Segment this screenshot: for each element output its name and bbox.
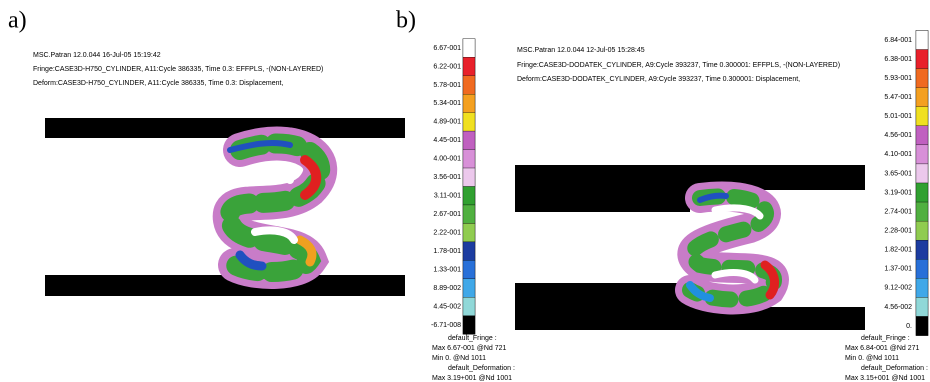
footer-line: default_Fringe : [861, 335, 910, 342]
legend-swatch [463, 316, 475, 334]
legend-label: 1.82-001 [884, 247, 912, 254]
legend-label: 6.38-001 [884, 56, 912, 63]
header-line: Deform:CASE3D-DODATEK_CYLINDER, A9:Cycle… [517, 76, 800, 83]
legend-label: 5.78-001 [433, 82, 461, 89]
legend-swatch [463, 168, 475, 186]
legend-label: 4.56-001 [884, 132, 912, 139]
legend-swatch [916, 183, 928, 202]
legend-label: 3.19-001 [884, 189, 912, 196]
footer-line: default_Deformation : [448, 365, 515, 372]
legend-label: 4.10-001 [884, 151, 912, 158]
legend-swatch [463, 260, 475, 278]
legend-swatch [463, 57, 475, 75]
legend-label: 5.93-001 [884, 75, 912, 82]
header-line: MSC.Patran 12.0.044 16-Jul-05 15:19:42 [33, 52, 161, 59]
legend-label: 5.34-001 [433, 100, 461, 107]
header-line: Fringe:CASE3D-DODATEK_CYLINDER, A9:Cycle… [517, 62, 840, 69]
legend-swatch [916, 202, 928, 221]
legend-label: 5.01-001 [884, 113, 912, 120]
footer-line: Max 6.67-001 @Nd 721 [432, 345, 507, 352]
footer-line: Max 3.15+001 @Nd 1001 [845, 375, 925, 382]
legend-label: 4.56-002 [884, 304, 912, 311]
footer-line: default_Fringe : [448, 335, 497, 342]
legend-swatch [463, 76, 475, 94]
legend-label: 2.28-001 [884, 228, 912, 235]
legend-label: 3.11-001 [434, 193, 461, 200]
legend-label: 2.74-001 [884, 208, 912, 215]
footer-line: default_Deformation : [861, 365, 928, 372]
legend-label: 4.00-001 [433, 156, 461, 163]
legend-label: 2.22-001 [433, 230, 461, 237]
plate [45, 118, 405, 138]
legend-swatch [916, 221, 928, 240]
legend-label: 3.65-001 [884, 170, 912, 177]
legend-swatch [463, 242, 475, 260]
legend-label: -6.71-008 [431, 322, 461, 329]
legend-swatch [916, 50, 928, 69]
legend-label: 4.45-002 [433, 303, 461, 310]
legend-swatch [463, 131, 475, 149]
legend-swatch [916, 126, 928, 145]
legend-swatch [463, 223, 475, 241]
deformed-tube [230, 143, 321, 272]
legend-swatch [463, 187, 475, 205]
deformed-tube [690, 196, 775, 300]
legend-label: 5.47-001 [884, 94, 912, 101]
legend-label: 1.37-001 [884, 266, 912, 273]
legend-swatch [916, 297, 928, 316]
legend-label: 6.67-001 [433, 45, 461, 52]
legend-swatch [916, 69, 928, 88]
legend-label: 8.89-002 [433, 285, 461, 292]
legend-label: 4.45-001 [433, 137, 461, 144]
legend-label: 6.22-001 [433, 63, 461, 70]
header-line: Deform:CASE3D-H750_CYLINDER, A11:Cycle 3… [33, 80, 283, 87]
legend-swatch [463, 113, 475, 131]
legend-label: 1.78-001 [433, 248, 461, 255]
header-line: Fringe:CASE3D-H750_CYLINDER, A11:Cycle 3… [33, 66, 323, 73]
legend-swatch [463, 297, 475, 315]
legend-swatch [916, 145, 928, 164]
legend-swatch [916, 164, 928, 183]
footer-line: Min 0. @Nd 1011 [845, 355, 899, 362]
legend-label: 9.12-002 [884, 285, 912, 292]
legend-label: 1.33-001 [433, 266, 461, 273]
legend-swatch [916, 30, 928, 49]
legend-swatch [916, 107, 928, 126]
legend-label: 3.56-001 [433, 174, 461, 181]
legend-label: 0. [906, 323, 912, 330]
figure: a) MSC.Patran 12.0.044 16-Jul-05 15:19:42… [0, 0, 930, 382]
legend-swatch [916, 259, 928, 278]
legend-label: 2.67-001 [433, 211, 461, 218]
legend-swatch [463, 39, 475, 57]
panel-label: a) [8, 8, 27, 34]
footer-line: Max 3.19+001 @Nd 1001 [432, 375, 512, 382]
legend-swatch [916, 88, 928, 107]
legend-label: 4.89-001 [433, 119, 461, 126]
legend-swatch [463, 150, 475, 168]
legend-swatch [916, 240, 928, 259]
legend-label: 6.84-001 [884, 37, 912, 44]
header-line: MSC.Patran 12.0.044 12-Jul-05 15:28:45 [517, 47, 645, 54]
panel-label: b) [396, 8, 416, 34]
footer-line: Min 0. @Nd 1011 [432, 355, 486, 362]
footer-line: Max 6.84-001 @Nd 271 [845, 345, 920, 352]
legend-swatch [463, 279, 475, 297]
legend-swatch [463, 94, 475, 112]
legend-swatch [916, 316, 928, 335]
legend-swatch [463, 205, 475, 223]
legend-swatch [916, 278, 928, 297]
